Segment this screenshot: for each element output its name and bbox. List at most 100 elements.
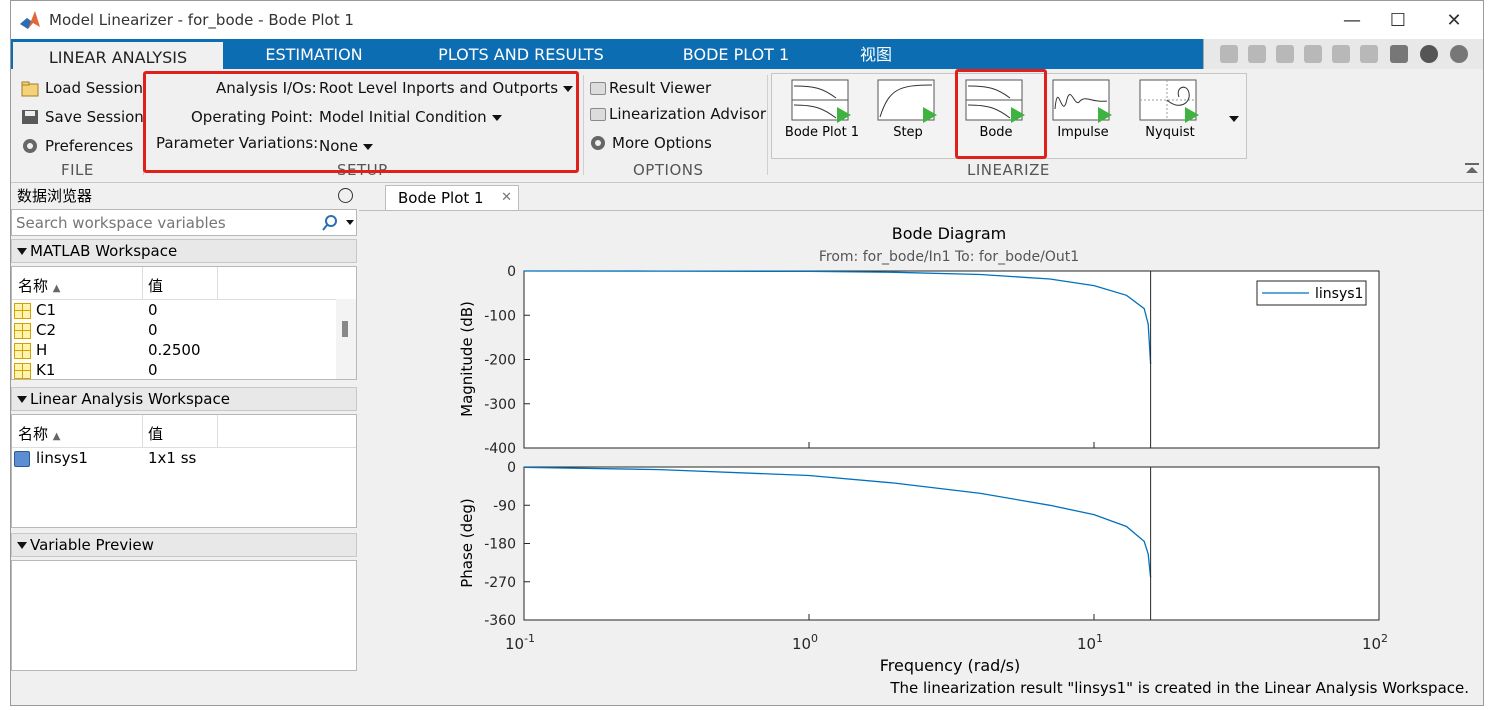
variable-value: 0.2500 <box>148 341 201 359</box>
cut-icon[interactable] <box>1248 45 1266 63</box>
doc-tab-bode-plot-1[interactable]: Bode Plot 1 ✕ <box>385 185 519 211</box>
options-icon[interactable] <box>1450 45 1468 63</box>
list-item[interactable]: C2 0 <box>14 321 334 341</box>
copy-icon[interactable] <box>1276 45 1294 63</box>
phase-ytick-label: -180 <box>484 537 516 553</box>
tab-estimation[interactable]: ESTIMATION <box>265 45 363 64</box>
save-session-button[interactable]: Save Session <box>45 108 144 126</box>
column-header-name-text: 名称 <box>18 425 49 443</box>
variable-value: 0 <box>148 301 158 319</box>
chart-subtitle: From: for_bode/In1 To: for_bode/Out1 <box>819 249 1079 265</box>
magnitude-ytick-label: -200 <box>484 353 516 369</box>
highlight-setup-annotation <box>143 71 579 173</box>
matlab-logo-icon <box>20 11 40 29</box>
list-item[interactable]: H 0.2500 <box>14 341 334 361</box>
divider <box>12 447 356 448</box>
section-options-label: OPTIONS <box>633 161 704 179</box>
chart-title: Bode Diagram <box>892 224 1007 243</box>
phase-ytick-label: -270 <box>484 575 516 591</box>
chart-legend[interactable]: linsys1 <box>1256 280 1367 306</box>
tab-plots-and-results[interactable]: PLOTS AND RESULTS <box>438 45 604 64</box>
variable-name: K1 <box>36 361 56 379</box>
doc-tab-label: Bode Plot 1 <box>398 189 484 207</box>
result-viewer-checkbox[interactable] <box>590 82 606 95</box>
scrollbar-track[interactable] <box>336 299 356 379</box>
preferences-button[interactable]: Preferences <box>45 137 134 155</box>
list-item[interactable]: linsys1 1x1 ss <box>14 449 334 469</box>
variable-preview-header[interactable]: Variable Preview <box>11 533 357 557</box>
variable-name: H <box>36 341 48 359</box>
bode-plot-1-label: Bode Plot 1 <box>784 125 860 140</box>
tab-view[interactable]: 视图 <box>859 45 892 64</box>
bode-plot-1-button[interactable]: Bode Plot 1 <box>779 79 865 140</box>
matlab-workspace-header[interactable]: MATLAB Workspace <box>11 239 357 263</box>
more-options-button[interactable]: More Options <box>612 134 712 152</box>
save-icon[interactable] <box>1220 45 1238 63</box>
parameter-variations-value: None <box>319 137 359 155</box>
analysis-ios-dropdown[interactable]: Root Level Inports and Outports <box>319 79 574 97</box>
x-axis-label: Frequency (rad/s) <box>880 656 1021 675</box>
parameter-variations-dropdown[interactable]: None <box>319 137 374 155</box>
maximize-button[interactable]: ☐ <box>1389 9 1407 31</box>
column-header-value[interactable]: 值 <box>148 425 164 443</box>
scrollbar-thumb[interactable] <box>342 321 348 337</box>
search-input[interactable] <box>12 210 312 235</box>
magnitude-ylabel: Magnitude (dB) <box>458 301 476 417</box>
model-linearizer-window: Model Linearizer - for_bode - Bode Plot … <box>10 0 1484 706</box>
gear-icon <box>591 136 605 150</box>
linear-analysis-workspace-header[interactable]: Linear Analysis Workspace <box>11 387 357 411</box>
list-item[interactable]: C1 0 <box>14 301 334 321</box>
legend-entry-linsys1: linsys1 <box>1315 286 1363 302</box>
chevron-down-icon <box>1229 116 1239 122</box>
tab-linear-analysis[interactable]: LINEAR ANALYSIS <box>13 39 223 69</box>
data-browser-title: 数据浏览器 <box>11 185 357 207</box>
nyquist-plot-icon <box>1139 79 1199 123</box>
workspace-search-box[interactable] <box>11 209 357 236</box>
magnitude-ytick-label: -400 <box>484 441 516 457</box>
search-icon[interactable] <box>322 215 338 231</box>
redo-icon[interactable] <box>1360 45 1378 63</box>
divider <box>142 267 143 299</box>
divider <box>359 210 1483 211</box>
window-layout-icon[interactable] <box>1390 45 1408 63</box>
list-item[interactable]: K1 0 <box>14 361 334 379</box>
gear-icon <box>23 139 37 153</box>
window-title: Model Linearizer - for_bode - Bode Plot … <box>49 11 354 29</box>
divider <box>767 75 768 175</box>
operating-point-dropdown[interactable]: Model Initial Condition <box>319 108 502 126</box>
panel-menu-icon[interactable] <box>338 188 353 203</box>
chevron-down-icon[interactable] <box>346 220 354 225</box>
step-plot-icon <box>877 79 937 123</box>
impulse-button[interactable]: Impulse <box>1040 79 1126 140</box>
undo-icon[interactable] <box>1332 45 1350 63</box>
bode-button[interactable]: Bode <box>953 79 1039 140</box>
sort-ascending-icon: ▲ <box>52 431 61 442</box>
sort-ascending-icon: ▲ <box>52 283 61 294</box>
x-tick-label: 102 <box>1362 632 1388 653</box>
column-header-name[interactable]: 名称 ▲ <box>18 423 61 444</box>
gallery-expand-button[interactable] <box>1229 111 1239 127</box>
help-icon[interactable] <box>1420 45 1438 63</box>
toolstrip-tabs: LINEAR ANALYSIS ESTIMATION PLOTS AND RES… <box>11 39 1483 69</box>
tab-bode-plot-1[interactable]: BODE PLOT 1 <box>682 45 790 64</box>
column-header-name[interactable]: 名称 ▲ <box>18 275 61 296</box>
column-header-value[interactable]: 值 <box>148 277 164 295</box>
close-window-button[interactable]: ✕ <box>1446 9 1462 31</box>
linearization-advisor-checkbox[interactable] <box>590 108 606 121</box>
data-browser-panel: 数据浏览器 MATLAB Workspace 名称 ▲ 值 C1 0 C2 0 H 0… <box>11 185 359 683</box>
close-icon[interactable]: ✕ <box>501 190 512 205</box>
operating-point-value: Model Initial Condition <box>319 108 487 126</box>
x-tick-label: 10-1 <box>505 632 535 653</box>
nyquist-button[interactable]: Nyquist <box>1127 79 1213 140</box>
minimize-button[interactable]: — <box>1343 9 1361 31</box>
result-viewer-label: Result Viewer <box>609 79 712 97</box>
collapse-ribbon-icon[interactable] <box>1465 163 1479 175</box>
paste-icon[interactable] <box>1304 45 1322 63</box>
analysis-ios-value: Root Level Inports and Outports <box>319 79 559 97</box>
nyquist-label: Nyquist <box>1145 125 1195 140</box>
highlight-bode-annotation <box>955 69 1047 159</box>
load-session-button[interactable]: Load Session <box>45 79 143 97</box>
phase-ylabel: Phase (deg) <box>458 498 476 588</box>
step-button[interactable]: Step <box>865 79 951 140</box>
status-message: The linearization result "linsys1" is cr… <box>890 679 1469 697</box>
